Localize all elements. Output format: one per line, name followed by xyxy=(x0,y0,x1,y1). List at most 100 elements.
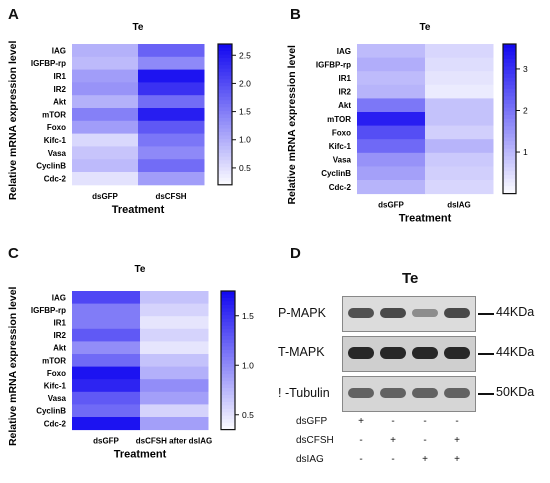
heatmap-cell xyxy=(72,56,139,71)
treatment-sign: + xyxy=(454,454,460,465)
colorbar-segment xyxy=(218,135,232,140)
heatmap-cell xyxy=(72,417,141,431)
heatmap-cell xyxy=(425,84,494,99)
heatmap-cell xyxy=(140,366,209,380)
heatmap-cell xyxy=(72,146,139,160)
colorbar-segment xyxy=(503,186,516,191)
colorbar-segment xyxy=(221,401,235,406)
heatmap-cell xyxy=(140,291,209,305)
column-label: dsGFP xyxy=(92,192,118,201)
blot-band xyxy=(348,388,374,398)
colorbar-tick-label: 0.5 xyxy=(242,410,254,420)
heatmap-cell xyxy=(72,172,139,186)
blot-band xyxy=(412,347,438,359)
size-marker-p-mapk: 44KDa xyxy=(496,305,535,319)
colorbar-segment xyxy=(503,174,516,180)
colorbar-segment xyxy=(221,363,235,368)
row-label: CyclinB xyxy=(36,162,66,171)
blot-band xyxy=(444,347,470,359)
heatmap-cell xyxy=(138,172,205,186)
colorbar-segment xyxy=(218,72,232,77)
heatmap-cell xyxy=(138,95,205,109)
colorbar-segment xyxy=(218,132,232,137)
heatmap-cell xyxy=(140,328,209,342)
colorbar-segment xyxy=(503,51,516,56)
row-label: Foxo xyxy=(47,123,66,132)
colorbar-tick-label: 1.0 xyxy=(242,360,254,370)
colorbar-segment xyxy=(221,422,235,427)
blot-title: Te xyxy=(402,270,419,287)
colorbar-segment xyxy=(221,412,235,417)
heatmap-cell xyxy=(138,120,205,135)
colorbar-segment xyxy=(218,75,232,80)
heatmap-cell xyxy=(72,341,141,355)
colorbar-segment xyxy=(221,360,235,365)
colorbar-segment xyxy=(218,107,232,112)
column-label: dsCFSH after dsIAG xyxy=(136,437,212,446)
colorbar-segment xyxy=(218,121,232,126)
colorbar-segment xyxy=(221,426,235,431)
colorbar-segment xyxy=(218,149,232,154)
heatmap-cell xyxy=(357,71,426,86)
heatmap-cell xyxy=(140,404,209,418)
heatmap-cell xyxy=(425,71,494,86)
column-label: dsGFP xyxy=(93,437,119,446)
colorbar-segment xyxy=(218,177,232,182)
blot-band xyxy=(380,347,406,359)
row-label: IGFBP-rp xyxy=(31,59,66,68)
treatment-sign: - xyxy=(391,454,395,465)
colorbar-segment xyxy=(503,182,516,187)
colorbar-segment xyxy=(221,377,235,382)
row-label: IGFBP-rp xyxy=(316,60,351,69)
heatmap-cell xyxy=(425,166,494,181)
treatment-label-dsgfp: dsGFP xyxy=(296,416,328,427)
heatmap-cell xyxy=(72,379,141,393)
colorbar-segment xyxy=(218,58,232,63)
heatmap-cell xyxy=(72,120,139,135)
heatmap-cell xyxy=(72,404,141,418)
heatmap-cell xyxy=(138,82,205,96)
colorbar-segment xyxy=(503,100,516,105)
heatmap-cell xyxy=(357,166,426,181)
colorbar-segment xyxy=(218,68,232,73)
row-label: IGFBP-rp xyxy=(31,306,66,315)
row-label: IR1 xyxy=(54,72,67,81)
colorbar-segment xyxy=(503,55,516,60)
colorbar-segment xyxy=(221,332,235,337)
y-axis-label: Relative mRNA expression level xyxy=(7,286,19,446)
heatmap-cell xyxy=(138,146,205,160)
heatmap-cell xyxy=(140,391,209,405)
size-marker-line-2 xyxy=(478,353,494,355)
panel-label-c: C xyxy=(8,245,19,262)
colorbar-segment xyxy=(503,81,516,86)
colorbar-segment xyxy=(503,44,516,49)
heatmap-cell xyxy=(140,417,209,431)
colorbar-segment xyxy=(221,356,235,361)
colorbar-segment xyxy=(218,61,232,66)
row-label: IR2 xyxy=(54,85,67,94)
heatmap-cell xyxy=(357,125,426,140)
colorbar-segment xyxy=(221,336,235,341)
treatment-sign: - xyxy=(423,416,427,427)
colorbar-segment xyxy=(218,110,232,115)
colorbar-segment xyxy=(218,181,232,186)
treatment-label-dscfsh: dsCFSH xyxy=(296,435,334,446)
colorbar-segment xyxy=(503,96,516,101)
blot-band xyxy=(380,307,406,319)
colorbar-segment xyxy=(221,311,235,316)
heatmap-cell xyxy=(72,354,141,368)
western-blot-panel: Te P-MAPK T-MAPK ! -Tubulin 44KDa 44KDa … xyxy=(278,260,550,483)
heatmap-cell xyxy=(140,379,209,393)
colorbar-segment xyxy=(503,70,516,75)
row-label: mTOR xyxy=(42,356,66,365)
x-axis-label: Treatment xyxy=(112,204,165,216)
colorbar-segment xyxy=(218,86,232,91)
colorbar-segment xyxy=(503,118,516,124)
chart-title: Te xyxy=(135,264,146,275)
colorbar-segment xyxy=(218,89,232,94)
colorbar-segment xyxy=(221,318,235,323)
colorbar-segment xyxy=(503,178,516,183)
colorbar-segment xyxy=(503,107,516,112)
heatmap-cell xyxy=(425,180,494,195)
colorbar-segment xyxy=(221,415,235,420)
